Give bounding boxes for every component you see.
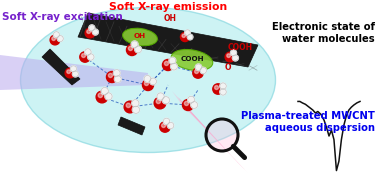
Circle shape — [87, 30, 90, 33]
Circle shape — [163, 118, 170, 125]
Text: Electronic state of
water molecules: Electronic state of water molecules — [272, 22, 375, 44]
Polygon shape — [172, 91, 248, 173]
Circle shape — [227, 54, 231, 58]
Circle shape — [220, 83, 226, 89]
Circle shape — [85, 28, 95, 38]
Polygon shape — [118, 117, 145, 135]
Circle shape — [129, 46, 133, 51]
Circle shape — [150, 78, 156, 85]
Circle shape — [88, 54, 94, 60]
Circle shape — [50, 35, 60, 45]
Circle shape — [80, 52, 90, 62]
Text: OH: OH — [164, 14, 177, 23]
Ellipse shape — [20, 8, 276, 152]
Circle shape — [183, 100, 194, 110]
Polygon shape — [178, 97, 245, 170]
Circle shape — [105, 93, 112, 100]
Circle shape — [154, 97, 166, 109]
Circle shape — [132, 106, 139, 113]
Circle shape — [65, 68, 75, 78]
Circle shape — [160, 122, 170, 132]
Circle shape — [92, 29, 98, 35]
Text: Soft X-ray excitation: Soft X-ray excitation — [2, 12, 123, 22]
Circle shape — [195, 64, 202, 70]
Circle shape — [71, 66, 76, 72]
Polygon shape — [78, 13, 258, 67]
Circle shape — [231, 50, 237, 56]
Text: O: O — [225, 63, 231, 71]
Circle shape — [232, 55, 239, 61]
Circle shape — [191, 102, 198, 108]
Circle shape — [132, 100, 139, 107]
Text: COOH: COOH — [180, 56, 204, 62]
Circle shape — [98, 93, 102, 97]
Circle shape — [185, 30, 191, 35]
Circle shape — [161, 124, 166, 127]
Circle shape — [156, 99, 161, 104]
Text: COOH: COOH — [228, 43, 253, 51]
Circle shape — [57, 36, 63, 42]
Polygon shape — [0, 55, 148, 90]
Circle shape — [52, 37, 56, 41]
Circle shape — [167, 122, 174, 129]
Circle shape — [157, 93, 164, 100]
Circle shape — [85, 49, 91, 55]
Circle shape — [113, 70, 120, 76]
Circle shape — [126, 103, 130, 108]
Circle shape — [187, 34, 193, 40]
Circle shape — [135, 46, 142, 53]
Text: Plasma-treated MWCNT
aqueous dispersion: Plasma-treated MWCNT aqueous dispersion — [241, 111, 375, 133]
Circle shape — [144, 75, 151, 82]
Circle shape — [184, 101, 189, 106]
Circle shape — [170, 63, 177, 70]
Text: Soft X-ray emission: Soft X-ray emission — [109, 2, 227, 12]
Circle shape — [220, 89, 226, 95]
Circle shape — [131, 41, 138, 48]
Circle shape — [182, 34, 186, 37]
Circle shape — [124, 101, 136, 113]
Circle shape — [215, 86, 218, 90]
Circle shape — [115, 76, 121, 83]
Circle shape — [101, 88, 108, 95]
Circle shape — [193, 68, 203, 78]
Text: OH: OH — [134, 33, 146, 39]
Circle shape — [162, 97, 170, 104]
Circle shape — [89, 25, 95, 31]
Circle shape — [107, 71, 118, 83]
Circle shape — [67, 70, 70, 73]
Circle shape — [180, 32, 189, 42]
Circle shape — [108, 73, 113, 78]
Circle shape — [144, 81, 149, 85]
Circle shape — [53, 32, 59, 38]
Circle shape — [195, 70, 198, 73]
Circle shape — [206, 119, 238, 151]
Ellipse shape — [122, 28, 157, 46]
Circle shape — [169, 57, 176, 64]
Circle shape — [225, 52, 235, 62]
Circle shape — [200, 67, 206, 74]
Circle shape — [72, 71, 78, 77]
Circle shape — [188, 96, 195, 103]
Circle shape — [143, 80, 153, 90]
Polygon shape — [42, 49, 80, 85]
Ellipse shape — [171, 50, 213, 70]
Circle shape — [127, 44, 138, 56]
Circle shape — [82, 54, 85, 58]
Circle shape — [163, 59, 174, 70]
Circle shape — [96, 91, 108, 103]
Circle shape — [213, 84, 223, 94]
Circle shape — [164, 61, 169, 65]
